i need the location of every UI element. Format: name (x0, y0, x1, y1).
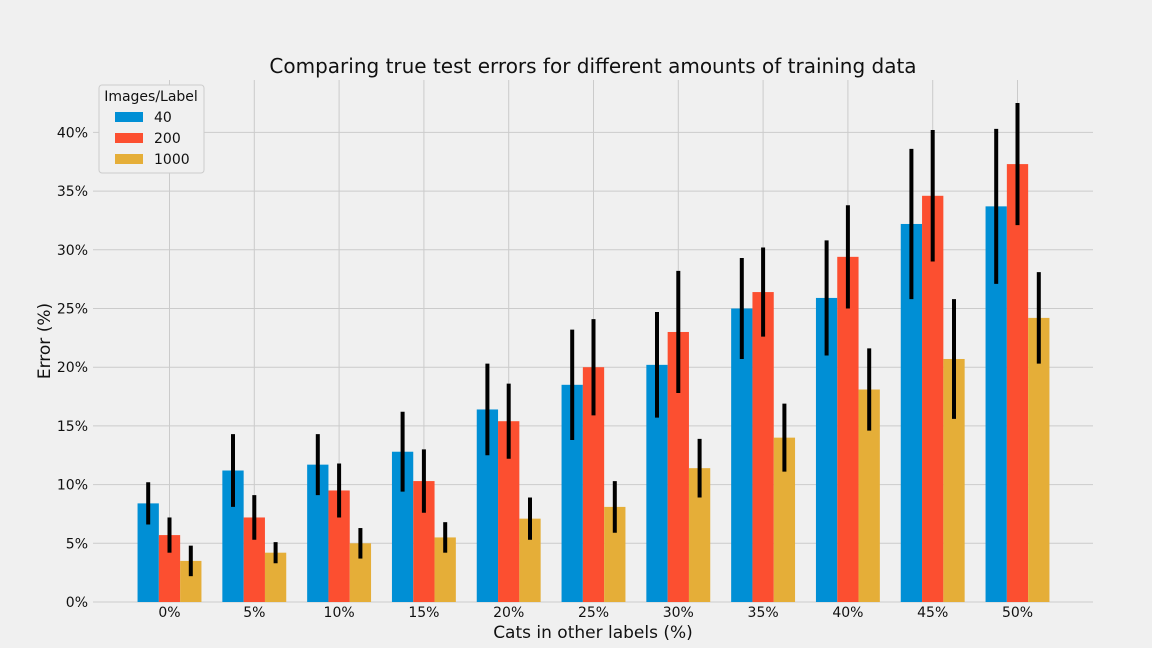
y-tick-label: 30% (57, 243, 88, 259)
legend-box (98, 84, 205, 174)
y-tick-labels: 0% 5% 10% 15% 20% 25% 30% 35% 40% (57, 125, 88, 611)
bar (604, 506, 626, 602)
bar (731, 308, 753, 602)
bar (1006, 164, 1029, 602)
x-tick-label: 20% (493, 605, 524, 621)
x-tick-label: 45% (917, 605, 948, 621)
bar (307, 464, 329, 602)
bar (391, 451, 414, 602)
bars (137, 164, 1050, 603)
bar (264, 552, 287, 602)
bar (328, 490, 350, 602)
y-tick-label: 15% (57, 419, 88, 435)
bar (519, 518, 541, 602)
bar (773, 437, 796, 602)
bar (561, 384, 583, 602)
x-tick-label: 35% (748, 605, 779, 621)
bar (413, 481, 435, 602)
y-tick-label: 40% (57, 125, 88, 141)
bar (582, 367, 605, 602)
bar (922, 195, 944, 602)
bar (222, 470, 244, 602)
x-tick-label: 10% (324, 605, 355, 621)
bar (498, 421, 520, 602)
bar (815, 297, 838, 602)
y-tick-label: 0% (66, 595, 88, 611)
y-tick-label: 10% (57, 478, 88, 494)
legend: Images/Label 40 200 1000 (98, 84, 205, 174)
x-tick-label: 50% (1002, 605, 1033, 621)
legend-entry: 1000 (154, 152, 190, 168)
x-tick-label: 40% (832, 605, 863, 621)
bar (900, 223, 923, 603)
bar (158, 535, 181, 602)
bar (837, 256, 859, 602)
bar (688, 468, 711, 602)
bar (434, 537, 456, 602)
bar (137, 503, 159, 602)
legend-entry: 200 (154, 131, 181, 147)
y-tick-label: 20% (57, 360, 88, 376)
y-tick-label: 35% (57, 184, 88, 200)
bar (243, 517, 265, 602)
bar (858, 389, 880, 602)
x-tick-label: 0% (158, 605, 180, 621)
legend-title: Images/Label (104, 89, 198, 105)
bar (943, 358, 965, 602)
y-tick-label: 25% (57, 302, 88, 318)
x-tick-label: 15% (408, 605, 439, 621)
bar (752, 292, 774, 602)
x-tick-label: 30% (663, 605, 694, 621)
bar (985, 206, 1007, 602)
chart-title: Comparing true test errors for different… (269, 54, 916, 78)
error-bars (146, 103, 1041, 577)
bar (1028, 317, 1050, 602)
legend-swatch (115, 154, 143, 164)
bar (646, 364, 668, 602)
x-tick-label: 25% (578, 605, 609, 621)
legend-entry: 40 (154, 110, 172, 126)
y-axis-label: Error (%) (35, 303, 55, 379)
legend-swatch (115, 112, 143, 122)
x-tick-label: 5% (243, 605, 265, 621)
y-tick-label: 5% (66, 536, 88, 552)
legend-swatch (115, 133, 143, 143)
bar (476, 409, 499, 602)
bar (667, 331, 689, 602)
x-axis-label: Cats in other labels (%) (493, 623, 693, 643)
bar (180, 560, 202, 602)
x-tick-labels: 0% 5% 10% 15% 20% 25% 30% 35% 40% 45% 50% (158, 605, 1033, 621)
bar (349, 543, 372, 602)
